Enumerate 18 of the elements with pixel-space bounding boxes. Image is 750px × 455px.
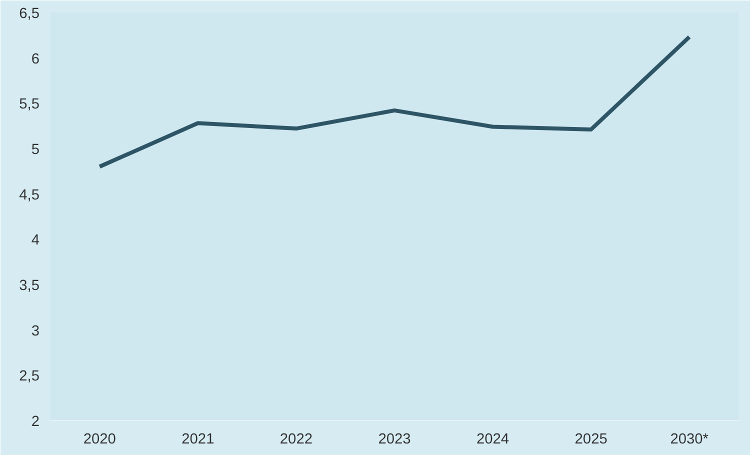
y-tick-label: 6,5 bbox=[19, 6, 40, 22]
x-tick-label: 2022 bbox=[280, 432, 313, 448]
y-tick-label: 3 bbox=[31, 323, 40, 340]
y-tick-label: 6 bbox=[31, 51, 40, 68]
x-tick-label: 2024 bbox=[476, 432, 510, 448]
x-tick-label: 2021 bbox=[182, 432, 214, 448]
y-tick-label: 2 bbox=[31, 414, 40, 430]
y-tick-label: 5,5 bbox=[19, 96, 40, 113]
line-series bbox=[98, 34, 692, 169]
x-tick-label: 2030* bbox=[670, 432, 709, 448]
x-tick-label: 2025 bbox=[574, 432, 608, 448]
x-tick-label: 2020 bbox=[83, 432, 116, 448]
y-tick-label: 4,5 bbox=[19, 187, 40, 204]
x-tick-label: 2023 bbox=[378, 432, 411, 448]
y-tick-label: 3,5 bbox=[19, 278, 40, 294]
y-tick-label: 2,5 bbox=[19, 368, 40, 385]
y-tick-label: 5 bbox=[31, 142, 40, 158]
y-tick-label: 4 bbox=[31, 232, 40, 249]
